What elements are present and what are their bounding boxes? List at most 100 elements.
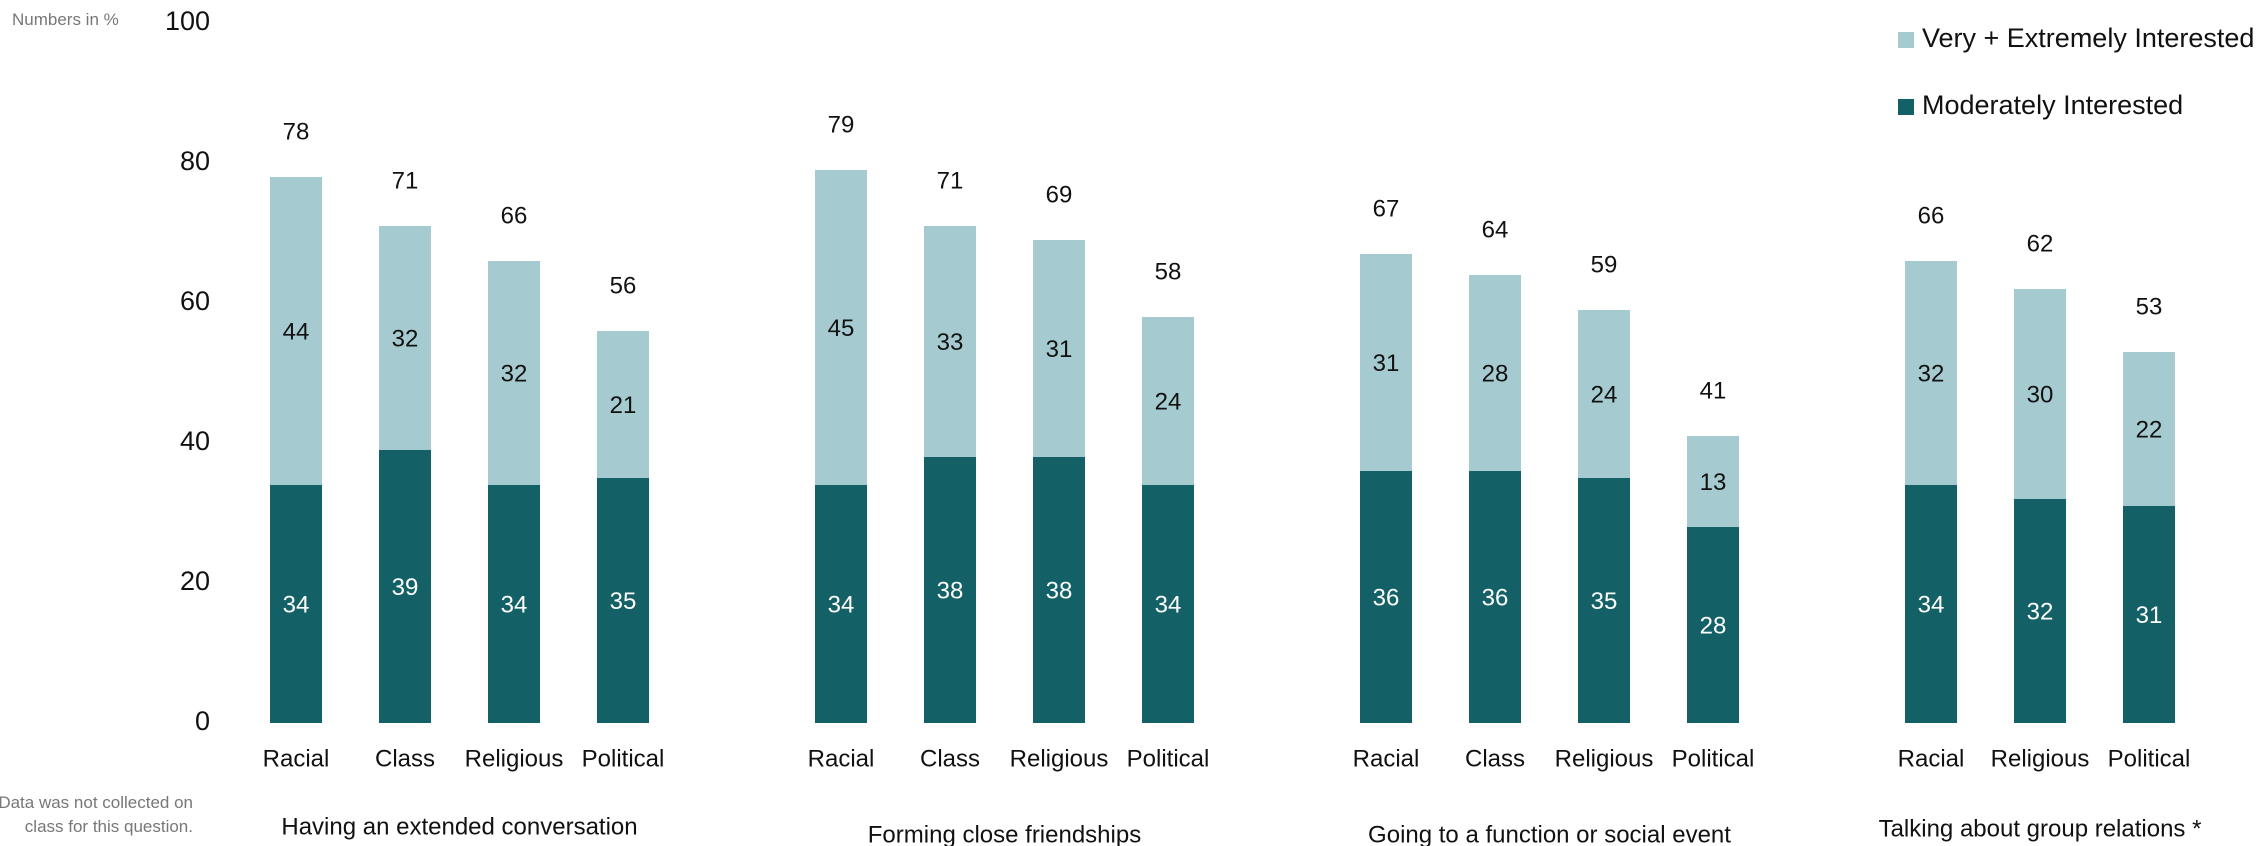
data-label-moderately: 34 xyxy=(1918,591,1945,618)
category-label: Political xyxy=(582,745,665,772)
bar-moderately xyxy=(1033,457,1085,723)
data-label-total: 67 xyxy=(1373,195,1400,222)
category-label: Racial xyxy=(1353,745,1420,772)
category-label: Political xyxy=(2108,745,2191,772)
bar-moderately xyxy=(379,450,431,723)
data-label-very-extremely: 21 xyxy=(610,392,637,419)
category-label: Religious xyxy=(1555,745,1654,772)
group-label: Going to a function or social event xyxy=(1368,821,1731,846)
data-label-very-extremely: 33 xyxy=(937,329,964,356)
data-label-moderately: 34 xyxy=(283,591,310,618)
bar-moderately xyxy=(1142,485,1194,723)
data-label-very-extremely: 32 xyxy=(501,360,528,387)
category-label: Racial xyxy=(808,745,875,772)
bar-very-extremely xyxy=(488,261,540,485)
bar-very-extremely xyxy=(270,177,322,485)
category-label: Religious xyxy=(1010,745,1109,772)
bar-very-extremely xyxy=(1578,310,1630,478)
data-label-moderately: 38 xyxy=(937,577,964,604)
data-label-total: 53 xyxy=(2136,293,2163,320)
data-label-moderately: 32 xyxy=(2027,598,2054,625)
data-label-total: 64 xyxy=(1482,216,1509,243)
y-tick-label: 0 xyxy=(195,706,210,736)
data-label-moderately: 36 xyxy=(1482,584,1509,611)
category-label: Class xyxy=(375,745,435,772)
data-label-total: 58 xyxy=(1155,258,1182,285)
group-label: Having an extended conversation xyxy=(281,813,637,840)
bar-very-extremely xyxy=(1905,261,1957,485)
category-label: Class xyxy=(1465,745,1525,772)
bar-very-extremely xyxy=(1033,240,1085,457)
group-label: Talking about group relations * xyxy=(1879,815,2202,842)
data-label-total: 71 xyxy=(937,167,964,194)
footnote-line-2: class for this question. xyxy=(24,817,193,836)
data-label-total: 62 xyxy=(2027,230,2054,257)
data-label-very-extremely: 28 xyxy=(1482,360,1509,387)
bar-moderately xyxy=(1469,471,1521,723)
legend-swatch xyxy=(1898,99,1914,115)
category-label: Political xyxy=(1127,745,1210,772)
bar-moderately xyxy=(924,457,976,723)
data-label-moderately: 34 xyxy=(1155,591,1182,618)
bar-very-extremely xyxy=(1687,436,1739,527)
category-label: Religious xyxy=(1991,745,2090,772)
data-label-moderately: 34 xyxy=(501,591,528,618)
data-label-total: 66 xyxy=(1918,202,1945,229)
data-label-total: 66 xyxy=(501,202,528,229)
data-label-very-extremely: 31 xyxy=(1046,336,1073,363)
footnote-line-1: *Data was not collected on xyxy=(0,793,193,812)
units-label: Numbers in % xyxy=(12,10,119,29)
data-label-moderately: 39 xyxy=(392,574,419,601)
bar-very-extremely xyxy=(815,170,867,485)
bar-moderately xyxy=(2123,506,2175,723)
bar-moderately xyxy=(815,485,867,723)
category-label: Racial xyxy=(263,745,330,772)
data-label-total: 71 xyxy=(392,167,419,194)
bar-moderately xyxy=(2014,499,2066,723)
data-label-moderately: 28 xyxy=(1700,612,1727,639)
data-label-very-extremely: 22 xyxy=(2136,416,2163,443)
bar-very-extremely xyxy=(2123,352,2175,506)
data-label-very-extremely: 32 xyxy=(1918,360,1945,387)
y-tick-label: 60 xyxy=(180,286,210,316)
data-label-moderately: 35 xyxy=(1591,588,1618,615)
bar-moderately xyxy=(488,485,540,723)
bar-moderately xyxy=(597,478,649,723)
category-label: Political xyxy=(1672,745,1755,772)
bar-moderately xyxy=(1687,527,1739,723)
data-label-moderately: 38 xyxy=(1046,577,1073,604)
legend-label: Very + Extremely Interested xyxy=(1922,23,2254,53)
data-label-total: 78 xyxy=(283,118,310,145)
group-label: Forming close friendships xyxy=(868,821,1141,846)
bar-very-extremely xyxy=(1469,275,1521,471)
data-label-very-extremely: 24 xyxy=(1155,388,1182,415)
data-label-moderately: 31 xyxy=(2136,602,2163,629)
bar-moderately xyxy=(270,485,322,723)
data-label-total: 69 xyxy=(1046,181,1073,208)
data-label-total: 59 xyxy=(1591,251,1618,278)
data-label-total: 56 xyxy=(610,272,637,299)
legend-label: Moderately Interested xyxy=(1922,90,2183,120)
data-label-moderately: 35 xyxy=(610,588,637,615)
data-label-total: 79 xyxy=(828,111,855,138)
data-label-very-extremely: 32 xyxy=(392,325,419,352)
bar-very-extremely xyxy=(2014,289,2066,499)
data-label-very-extremely: 31 xyxy=(1373,350,1400,377)
data-label-very-extremely: 44 xyxy=(283,318,310,345)
data-label-very-extremely: 45 xyxy=(828,315,855,342)
category-label: Religious xyxy=(465,745,564,772)
data-label-moderately: 34 xyxy=(828,591,855,618)
bar-very-extremely xyxy=(924,226,976,457)
data-label-total: 41 xyxy=(1700,377,1727,404)
bar-moderately xyxy=(1905,485,1957,723)
bar-very-extremely xyxy=(1360,254,1412,471)
y-tick-label: 20 xyxy=(180,566,210,596)
bar-very-extremely xyxy=(597,331,649,478)
bar-very-extremely xyxy=(379,226,431,450)
y-tick-label: 80 xyxy=(180,146,210,176)
bar-moderately xyxy=(1360,471,1412,723)
data-label-moderately: 36 xyxy=(1373,584,1400,611)
data-label-very-extremely: 30 xyxy=(2027,381,2054,408)
data-label-very-extremely: 13 xyxy=(1700,469,1727,496)
